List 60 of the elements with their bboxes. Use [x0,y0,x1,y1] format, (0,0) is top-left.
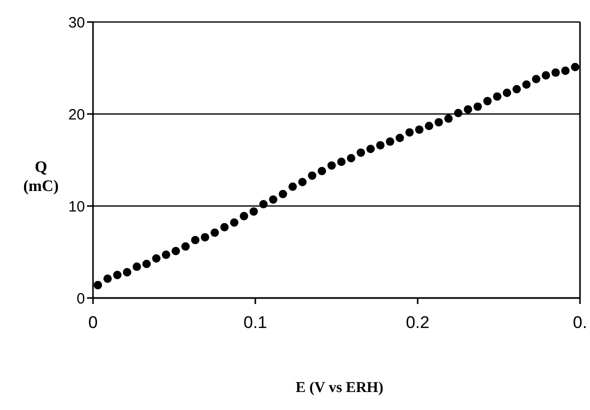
point [172,246,180,256]
y-axis-title: Q (mC) [22,158,60,196]
point [522,80,531,89]
point [454,108,462,118]
point [240,212,248,220]
point [337,158,346,166]
point [444,114,453,123]
point [434,118,443,126]
point [396,134,404,142]
point [346,154,356,162]
point [113,270,122,280]
point [356,148,366,157]
point [278,190,288,198]
point [191,236,200,244]
point [142,260,151,268]
point [122,268,132,276]
point [220,222,229,232]
point [561,66,570,75]
point [318,166,326,176]
point [288,182,297,191]
y-tick-label: 10 [68,198,85,216]
point [181,242,190,251]
point [532,74,540,84]
point [424,122,434,130]
point [415,125,424,134]
point [542,71,550,80]
point [152,254,161,263]
point [551,68,560,77]
point [464,105,472,114]
point [210,228,219,237]
point [259,200,268,208]
y-tick-label: 30 [68,14,85,32]
x-tick-label: 0. [572,313,588,332]
x-tick-label: 0 [88,313,98,332]
point [386,137,394,146]
x-tick-label: 0.1 [244,313,268,332]
x-axis-title: E (V vs ERH) [294,380,384,397]
point [268,195,278,204]
point [570,62,580,72]
x-tick-label: 0.2 [406,313,430,332]
point [308,171,316,180]
point [483,96,492,106]
point [366,144,375,154]
point [502,88,512,98]
point [298,178,307,186]
point [327,161,336,170]
point [162,250,170,259]
point [493,92,502,101]
point [132,262,142,271]
y-tick-label: 0 [76,290,85,308]
y-tick-label: 20 [68,106,85,124]
point [103,274,112,283]
point [200,233,210,242]
point [512,84,521,94]
point [250,207,258,216]
point [230,218,238,227]
point [376,141,385,150]
point [474,102,482,111]
point [405,128,414,137]
point [94,280,102,290]
